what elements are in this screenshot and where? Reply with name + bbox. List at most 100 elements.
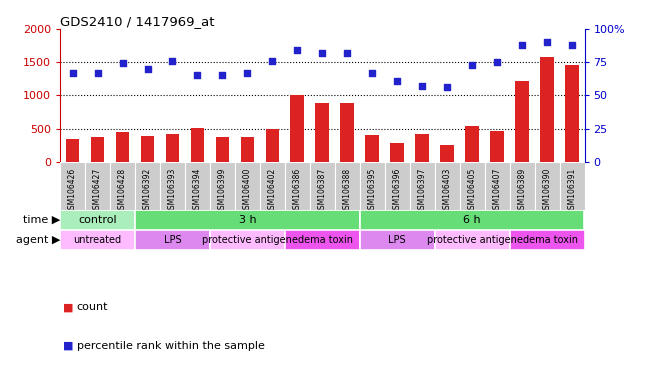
Bar bbox=[360, 210, 584, 230]
Bar bbox=[365, 136, 379, 162]
Bar bbox=[285, 230, 360, 250]
Bar bbox=[235, 162, 260, 210]
Text: GSM106389: GSM106389 bbox=[518, 168, 526, 214]
Bar bbox=[490, 131, 504, 162]
Bar bbox=[60, 230, 135, 250]
Bar bbox=[360, 230, 435, 250]
Point bbox=[267, 58, 278, 64]
Bar bbox=[435, 162, 460, 210]
Bar bbox=[510, 230, 584, 250]
Text: GSM106407: GSM106407 bbox=[492, 168, 502, 214]
Text: GSM106402: GSM106402 bbox=[268, 168, 277, 214]
Bar bbox=[265, 129, 279, 162]
Bar bbox=[160, 162, 185, 210]
Bar bbox=[415, 134, 429, 162]
Bar bbox=[60, 162, 85, 210]
Bar bbox=[440, 146, 454, 162]
Point bbox=[417, 83, 428, 89]
Point bbox=[167, 58, 178, 64]
Text: ■: ■ bbox=[63, 302, 74, 312]
Text: GSM106427: GSM106427 bbox=[93, 168, 102, 214]
Bar bbox=[515, 81, 529, 162]
Text: protective antigen: protective antigen bbox=[428, 235, 517, 245]
Bar bbox=[534, 162, 560, 210]
Text: ■: ■ bbox=[63, 341, 74, 351]
Point bbox=[242, 70, 253, 76]
Bar bbox=[335, 162, 360, 210]
Bar bbox=[560, 162, 584, 210]
Text: agent ▶: agent ▶ bbox=[16, 235, 60, 245]
Bar bbox=[540, 58, 554, 162]
Text: control: control bbox=[78, 215, 117, 225]
Bar bbox=[216, 137, 229, 162]
Point bbox=[367, 70, 377, 76]
Bar bbox=[565, 65, 579, 162]
Bar bbox=[135, 162, 160, 210]
Text: GSM106405: GSM106405 bbox=[468, 168, 477, 214]
Bar bbox=[60, 210, 135, 230]
Text: GSM106400: GSM106400 bbox=[243, 168, 252, 214]
Text: GSM106397: GSM106397 bbox=[418, 168, 427, 214]
Bar bbox=[435, 230, 510, 250]
Bar bbox=[110, 162, 135, 210]
Bar bbox=[135, 230, 210, 250]
Text: LPS: LPS bbox=[164, 235, 181, 245]
Text: GSM106387: GSM106387 bbox=[318, 168, 327, 214]
Bar bbox=[116, 132, 130, 162]
Text: LPS: LPS bbox=[388, 235, 406, 245]
Point bbox=[92, 70, 103, 76]
Bar bbox=[190, 128, 204, 162]
Point bbox=[392, 78, 403, 84]
Bar bbox=[466, 126, 479, 162]
Point bbox=[442, 84, 452, 91]
Bar bbox=[210, 230, 285, 250]
Point bbox=[292, 47, 303, 53]
Bar bbox=[385, 162, 409, 210]
Point bbox=[542, 39, 552, 45]
Text: count: count bbox=[77, 302, 108, 312]
Text: GSM106390: GSM106390 bbox=[542, 168, 552, 214]
Bar bbox=[341, 103, 354, 162]
Text: edema toxin: edema toxin bbox=[516, 235, 578, 245]
Bar bbox=[390, 143, 404, 162]
Text: 6 h: 6 h bbox=[464, 215, 481, 225]
Point bbox=[342, 50, 353, 56]
Bar bbox=[460, 162, 484, 210]
Bar bbox=[484, 162, 510, 210]
Point bbox=[67, 70, 78, 76]
Point bbox=[467, 62, 478, 68]
Point bbox=[566, 42, 577, 48]
Bar bbox=[360, 162, 385, 210]
Text: GSM106391: GSM106391 bbox=[568, 168, 576, 214]
Bar bbox=[185, 162, 210, 210]
Text: GSM106426: GSM106426 bbox=[68, 168, 77, 214]
Bar bbox=[260, 162, 285, 210]
Point bbox=[117, 60, 128, 66]
Bar bbox=[409, 162, 435, 210]
Text: GDS2410 / 1417969_at: GDS2410 / 1417969_at bbox=[60, 15, 214, 28]
Text: GSM106395: GSM106395 bbox=[368, 168, 377, 214]
Bar bbox=[85, 162, 110, 210]
Bar bbox=[166, 134, 179, 162]
Bar bbox=[210, 162, 235, 210]
Text: GSM106399: GSM106399 bbox=[218, 168, 227, 214]
Text: percentile rank within the sample: percentile rank within the sample bbox=[77, 341, 265, 351]
Text: GSM106388: GSM106388 bbox=[343, 168, 352, 214]
Text: GSM106403: GSM106403 bbox=[443, 168, 452, 214]
Text: GSM106428: GSM106428 bbox=[118, 168, 127, 214]
Text: GSM106396: GSM106396 bbox=[393, 168, 401, 214]
Point bbox=[142, 66, 153, 72]
Bar bbox=[285, 162, 310, 210]
Text: protective antigen: protective antigen bbox=[202, 235, 293, 245]
Point bbox=[317, 50, 327, 56]
Text: untreated: untreated bbox=[73, 235, 122, 245]
Text: GSM106386: GSM106386 bbox=[293, 168, 302, 214]
Point bbox=[217, 72, 228, 78]
Text: edema toxin: edema toxin bbox=[292, 235, 353, 245]
Bar bbox=[135, 210, 360, 230]
Bar bbox=[291, 95, 304, 162]
Bar bbox=[240, 137, 255, 162]
Text: GSM106394: GSM106394 bbox=[193, 168, 202, 214]
Text: 3 h: 3 h bbox=[238, 215, 257, 225]
Text: time ▶: time ▶ bbox=[23, 215, 60, 225]
